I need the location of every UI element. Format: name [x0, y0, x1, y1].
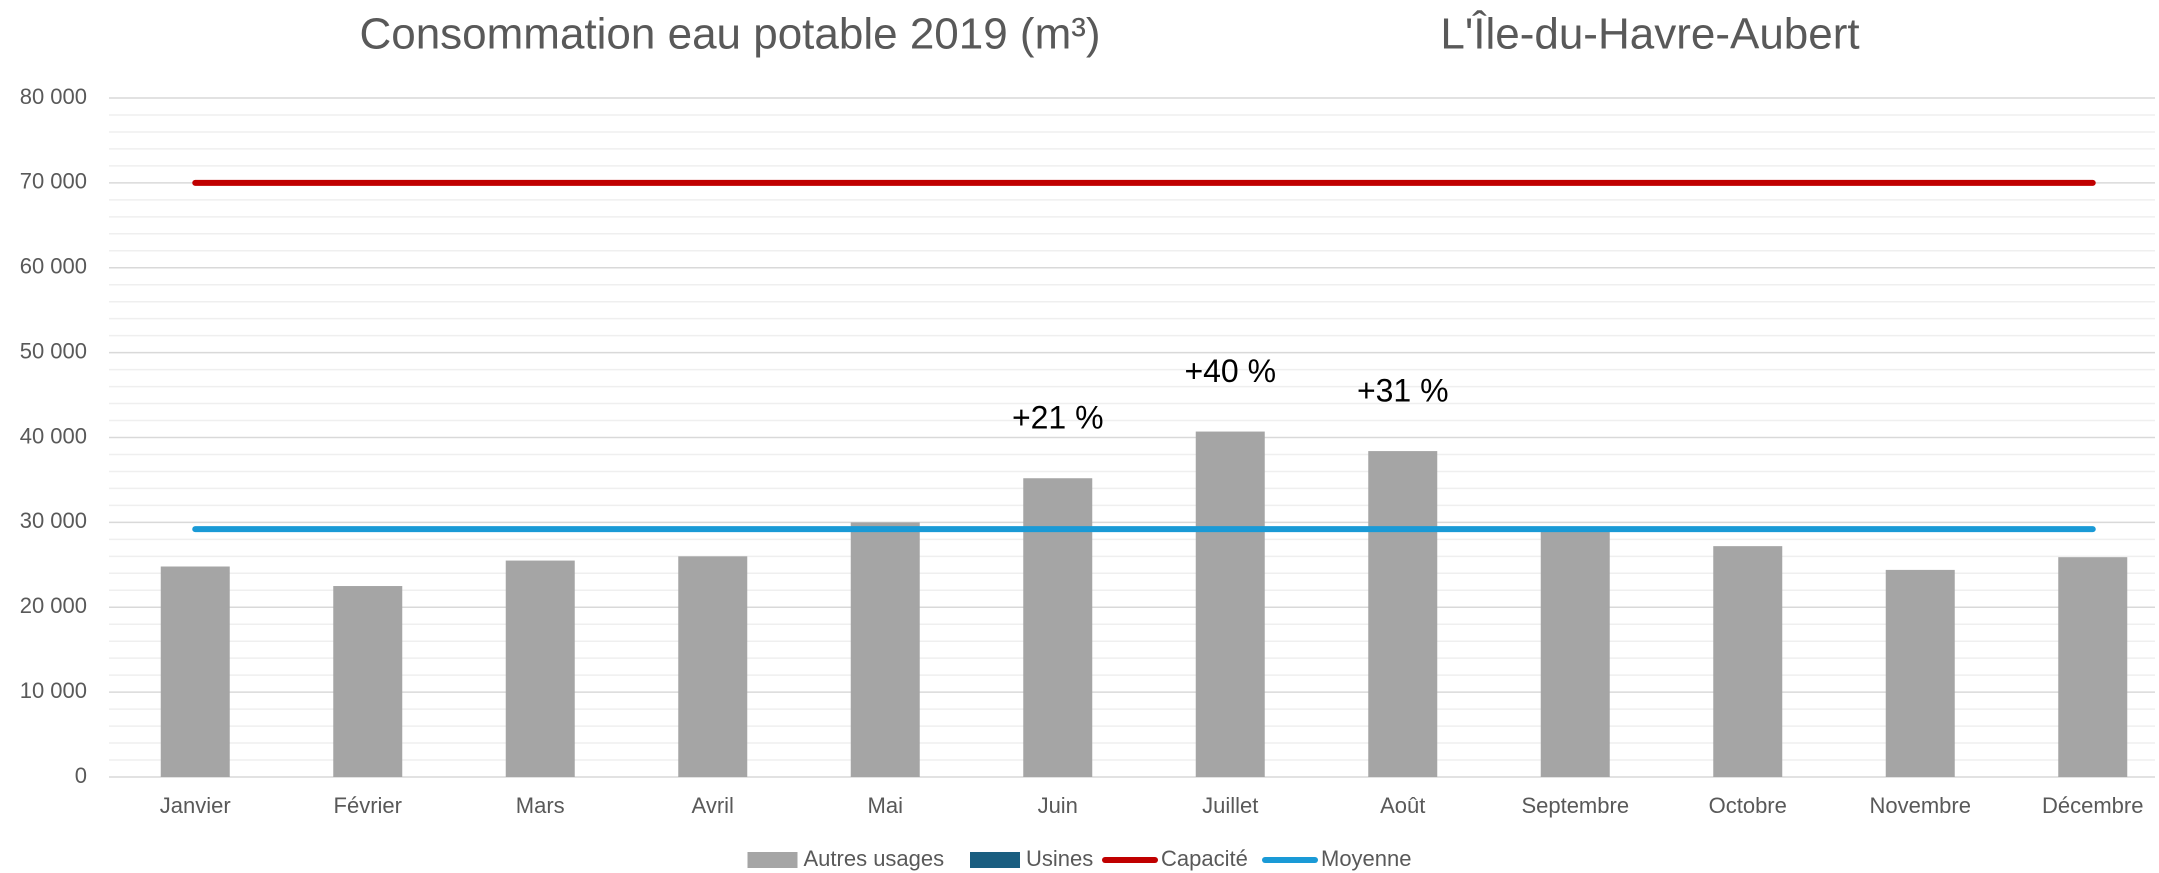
- bar: [1023, 478, 1093, 777]
- x-tick-label: Août: [1380, 793, 1425, 818]
- legend-swatch: [747, 852, 798, 868]
- legend-label: Usines: [1026, 846, 1093, 871]
- bar: [1368, 451, 1438, 777]
- legend-swatch: [970, 852, 1020, 868]
- bar: [2058, 557, 2128, 777]
- annotation: +21 %: [1012, 400, 1104, 436]
- y-tick-label: 40 000: [20, 423, 87, 448]
- legend-label: Autres usages: [804, 846, 945, 871]
- bar: [160, 566, 230, 777]
- bar: [333, 586, 403, 777]
- x-tick-label: Novembre: [1870, 793, 1971, 818]
- y-tick-label: 80 000: [20, 84, 87, 109]
- x-tick-label: Décembre: [2042, 793, 2143, 818]
- x-tick-label: Octobre: [1709, 793, 1787, 818]
- bar: [1540, 526, 1610, 777]
- y-tick-label: 10 000: [20, 678, 87, 703]
- x-tick-label: Janvier: [160, 793, 231, 818]
- y-tick-label: 0: [75, 763, 87, 788]
- legend-label: Capacité: [1161, 846, 1248, 871]
- x-tick-label: Mai: [868, 793, 903, 818]
- bar: [505, 560, 575, 777]
- x-tick-label: Mars: [516, 793, 565, 818]
- y-tick-label: 60 000: [20, 254, 87, 279]
- y-tick-label: 20 000: [20, 593, 87, 618]
- y-tick-label: 50 000: [20, 338, 87, 363]
- x-tick-label: Juin: [1038, 793, 1078, 818]
- y-tick-label: 30 000: [20, 508, 87, 533]
- x-tick-label: Juillet: [1202, 793, 1258, 818]
- x-tick-label: Septembre: [1521, 793, 1629, 818]
- bar: [1195, 431, 1265, 777]
- bar: [1713, 546, 1783, 777]
- bar: [850, 522, 920, 777]
- chart-title: Consommation eau potable 2019 (m³): [359, 10, 1100, 59]
- y-tick-label: 70 000: [20, 169, 87, 194]
- x-tick-label: Avril: [692, 793, 734, 818]
- bar: [1885, 569, 1955, 777]
- bar: [678, 556, 748, 777]
- x-tick-label: Février: [334, 793, 402, 818]
- legend-label: Moyenne: [1321, 846, 1412, 871]
- annotation: +31 %: [1357, 373, 1449, 409]
- chart-subtitle: L'Île-du-Havre-Aubert: [1440, 10, 1859, 59]
- annotation: +40 %: [1184, 353, 1276, 389]
